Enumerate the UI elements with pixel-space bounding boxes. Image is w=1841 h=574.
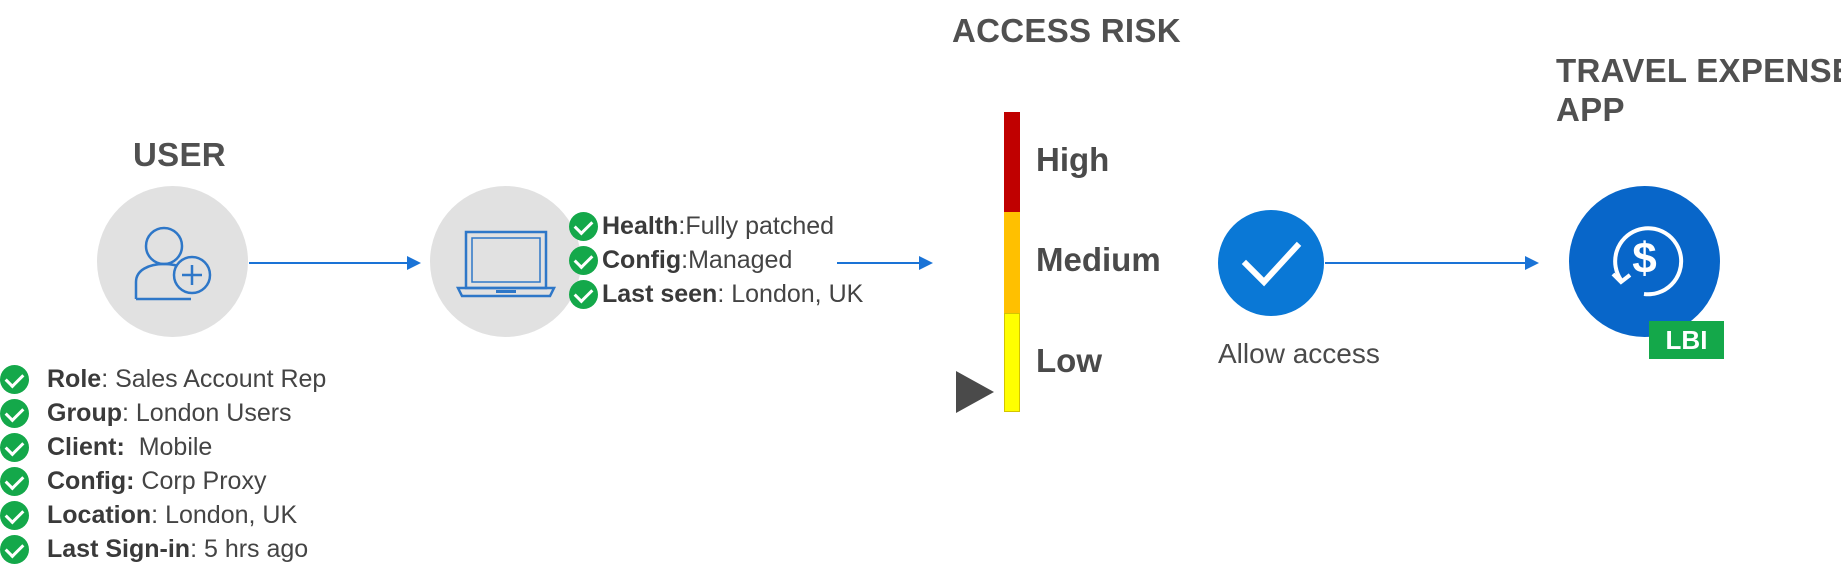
allow-access-label: Allow access bbox=[1218, 338, 1380, 369]
lbi-badge: LBI bbox=[1649, 321, 1724, 359]
check-icon bbox=[0, 500, 29, 530]
checkmark-icon bbox=[1241, 241, 1302, 287]
add-user-icon bbox=[134, 226, 212, 301]
svg-text:$: $ bbox=[1632, 234, 1656, 283]
attribute-value: Sales Account Rep bbox=[115, 364, 327, 393]
risk-label-medium: Medium bbox=[1036, 241, 1161, 278]
allow-access-circle bbox=[1218, 210, 1324, 316]
user-attribute-last-sign-in: Last Sign-in: 5 hrs ago bbox=[0, 532, 326, 566]
attribute-value: London Users bbox=[135, 398, 292, 427]
attribute-label: Last seen bbox=[602, 279, 718, 308]
risk-label-low: Low bbox=[1036, 342, 1102, 379]
decision-to-app-arrow bbox=[1325, 256, 1539, 270]
attribute-value: Fully patched bbox=[685, 211, 835, 240]
attribute-label: Health bbox=[602, 211, 679, 240]
risk-level-pointer-icon bbox=[956, 371, 994, 413]
risk-bar bbox=[1004, 112, 1020, 414]
access-risk-heading: ACCESS RISK bbox=[952, 12, 1181, 49]
check-icon bbox=[569, 211, 598, 241]
attribute-label: Last Sign-in bbox=[47, 534, 191, 563]
device-attribute-list: Health:Fully patched Config:Managed Last… bbox=[569, 209, 863, 311]
laptop-icon bbox=[455, 230, 557, 298]
risk-label-high: High bbox=[1036, 141, 1110, 178]
check-icon bbox=[0, 534, 29, 564]
attribute-value: Corp Proxy bbox=[141, 466, 267, 495]
device-attribute-config: Config:Managed bbox=[569, 243, 863, 277]
attribute-value: London, UK bbox=[165, 500, 298, 529]
user-heading: USER bbox=[133, 136, 226, 173]
risk-bar-high bbox=[1004, 112, 1020, 212]
attribute-label: Config: bbox=[47, 466, 135, 495]
device-attribute-health: Health:Fully patched bbox=[569, 209, 863, 243]
check-icon bbox=[569, 279, 598, 309]
risk-bar-medium bbox=[1004, 212, 1020, 313]
attribute-label: Group bbox=[47, 398, 122, 427]
app-circle: $ bbox=[1569, 186, 1720, 337]
attribute-value: Managed bbox=[688, 245, 793, 274]
risk-bar-low bbox=[1004, 313, 1020, 412]
user-attribute-config: Config: Corp Proxy bbox=[0, 464, 326, 498]
lbi-badge-label: LBI bbox=[1665, 324, 1708, 355]
check-icon bbox=[0, 466, 29, 496]
attribute-separator: : bbox=[717, 279, 732, 308]
user-attribute-client: Client: Mobile bbox=[0, 430, 326, 464]
attribute-label: Location bbox=[47, 500, 152, 529]
check-icon bbox=[0, 398, 29, 428]
check-icon bbox=[569, 245, 598, 275]
attribute-separator: : bbox=[151, 500, 166, 529]
device-circle bbox=[430, 186, 581, 337]
dollar-sync-icon: $ bbox=[1611, 226, 1684, 297]
app-heading-line-2: APP bbox=[1556, 91, 1625, 128]
attribute-label: Role bbox=[47, 364, 102, 393]
attribute-label: Client: bbox=[47, 432, 125, 461]
user-attribute-role: Role: Sales Account Rep bbox=[0, 362, 326, 396]
attribute-label: Config bbox=[602, 245, 682, 274]
attribute-separator bbox=[125, 433, 139, 461]
attribute-separator: : bbox=[122, 398, 136, 427]
attribute-value: London, UK bbox=[731, 279, 864, 308]
device-to-risk-arrow bbox=[837, 256, 933, 270]
attribute-separator: : bbox=[101, 364, 116, 393]
device-attribute-last-seen: Last seen: London, UK bbox=[569, 277, 863, 311]
attribute-separator: : bbox=[678, 211, 686, 240]
attribute-value: 5 hrs ago bbox=[203, 534, 309, 563]
app-heading-line-1: TRAVEL EXPENSE bbox=[1556, 52, 1841, 89]
user-to-device-arrow bbox=[249, 256, 421, 270]
check-icon bbox=[0, 364, 29, 394]
user-avatar-circle bbox=[97, 186, 248, 337]
user-attribute-group: Group: London Users bbox=[0, 396, 326, 430]
user-attribute-location: Location: London, UK bbox=[0, 498, 326, 532]
check-icon bbox=[0, 432, 29, 462]
attribute-separator: : bbox=[190, 534, 204, 563]
attribute-separator: : bbox=[681, 245, 689, 274]
user-attribute-list: Role: Sales Account Rep Group: London Us… bbox=[0, 362, 326, 566]
attribute-value: Mobile bbox=[138, 432, 213, 461]
